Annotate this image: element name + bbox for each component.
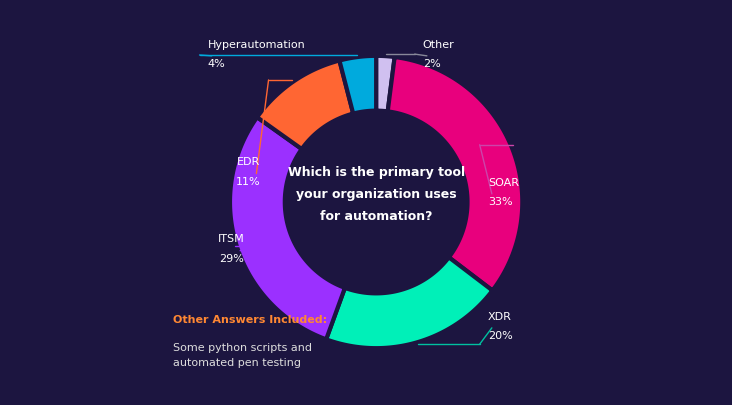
Text: 33%: 33%: [488, 196, 512, 207]
Polygon shape: [340, 57, 376, 114]
Text: ITSM: ITSM: [217, 234, 244, 244]
Text: SOAR: SOAR: [488, 177, 519, 187]
Text: Other Answers Included:: Other Answers Included:: [173, 314, 327, 324]
Text: 4%: 4%: [208, 59, 225, 69]
Polygon shape: [326, 258, 493, 348]
Text: 2%: 2%: [423, 59, 441, 69]
Polygon shape: [230, 118, 345, 339]
Text: Which is the primary tool
your organization uses
for automation?: Which is the primary tool your organizat…: [288, 166, 465, 223]
Text: 29%: 29%: [220, 253, 244, 263]
Polygon shape: [257, 62, 354, 149]
Text: 11%: 11%: [236, 176, 261, 186]
Text: Hyperautomation: Hyperautomation: [208, 39, 305, 49]
Text: Other: Other: [423, 39, 455, 49]
Text: 20%: 20%: [488, 330, 512, 340]
Text: EDR: EDR: [237, 157, 261, 167]
Polygon shape: [376, 57, 395, 112]
Text: XDR: XDR: [488, 311, 512, 321]
Polygon shape: [388, 58, 523, 291]
Text: Some python scripts and
automated pen testing: Some python scripts and automated pen te…: [173, 342, 312, 367]
